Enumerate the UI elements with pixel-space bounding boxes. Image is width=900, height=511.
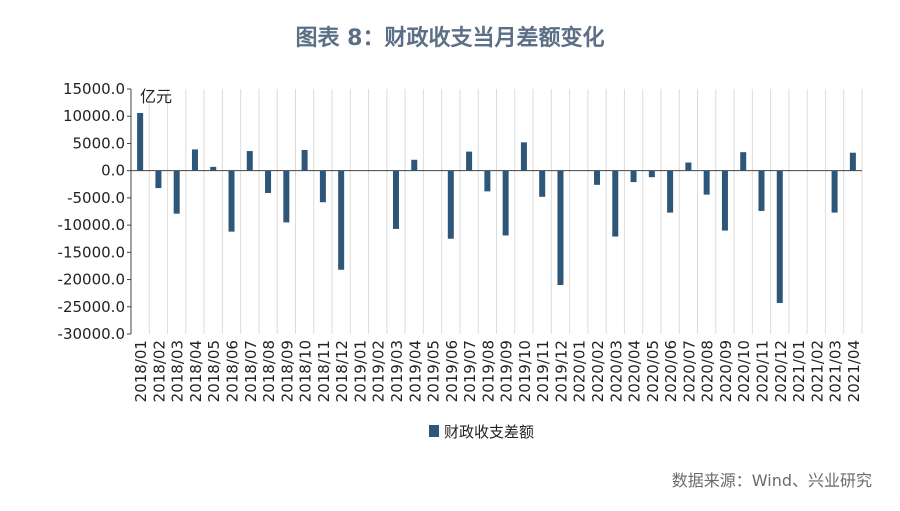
x-tick-label: 2019/08 bbox=[479, 340, 497, 402]
legend: 财政收支差额 bbox=[429, 423, 534, 441]
x-tick-label: 2020/01 bbox=[571, 340, 589, 402]
x-tick-label: 2018/09 bbox=[278, 340, 296, 402]
y-tick-label: 5000.0 bbox=[73, 134, 126, 152]
bar bbox=[155, 170, 162, 189]
x-tick-label: 2018/11 bbox=[315, 340, 333, 402]
x-tick-label: 2020/07 bbox=[680, 340, 698, 402]
x-tick-label: 2020/08 bbox=[699, 340, 717, 402]
y-tick-label: -25000.0 bbox=[58, 298, 125, 316]
x-tick-label: 2020/09 bbox=[717, 340, 735, 402]
source-note: 数据来源：Wind、兴业研究 bbox=[671, 471, 872, 490]
x-tick-label: 2019/10 bbox=[516, 340, 534, 402]
bar bbox=[210, 166, 217, 171]
x-tick-label: 2018/02 bbox=[150, 340, 168, 402]
y-tick-label: -20000.0 bbox=[58, 271, 125, 289]
bar bbox=[301, 149, 308, 171]
x-tick-label: 2020/12 bbox=[772, 340, 790, 402]
bar bbox=[648, 170, 655, 178]
x-tick-label: 2019/09 bbox=[498, 340, 516, 402]
bar bbox=[338, 170, 345, 270]
x-tick-label: 2018/01 bbox=[132, 340, 150, 402]
x-tick-label: 2021/04 bbox=[845, 340, 863, 402]
bar bbox=[667, 170, 674, 213]
x-tick-label: 2018/07 bbox=[242, 340, 260, 402]
y-tick-label: 10000.0 bbox=[63, 107, 125, 125]
x-tick-label: 2018/12 bbox=[333, 340, 351, 402]
x-tick-label: 2021/01 bbox=[790, 340, 808, 402]
x-tick-label: 2019/04 bbox=[406, 340, 424, 402]
bar bbox=[191, 149, 198, 171]
bar bbox=[849, 152, 856, 171]
y-tick-labels: 15000.0 10000.0 5000.0 0.0 -5000.0 -10000.0 -1… bbox=[58, 80, 125, 343]
bar bbox=[703, 170, 710, 195]
bar bbox=[137, 112, 144, 171]
y-tick-label: -15000.0 bbox=[58, 243, 125, 261]
bar bbox=[685, 162, 692, 171]
x-tick-label: 2020/10 bbox=[735, 340, 753, 402]
x-tick-label: 2019/07 bbox=[461, 340, 479, 402]
x-tick-label: 2019/03 bbox=[388, 340, 406, 402]
x-tick-label: 2021/03 bbox=[827, 340, 845, 402]
x-tick-label: 2020/04 bbox=[626, 340, 644, 402]
axes bbox=[127, 88, 862, 335]
x-tick-label: 2018/08 bbox=[260, 340, 278, 402]
bar bbox=[392, 170, 399, 229]
bar bbox=[721, 170, 728, 231]
x-tick-label: 2019/01 bbox=[351, 340, 369, 402]
bar bbox=[520, 142, 527, 171]
x-tick-label: 2018/06 bbox=[224, 340, 242, 402]
x-tick-label: 2019/06 bbox=[443, 340, 461, 402]
bar bbox=[740, 152, 747, 171]
legend-swatch bbox=[429, 425, 439, 437]
y-tick-label: 0.0 bbox=[101, 162, 125, 180]
bar bbox=[319, 170, 326, 203]
bars bbox=[137, 112, 856, 303]
x-tick-labels: 2018/01 2018/02 2018/03 2018/04 2018/05 2018/… bbox=[132, 340, 863, 402]
x-tick-label: 2019/11 bbox=[534, 340, 552, 402]
y-tick-label: -30000.0 bbox=[58, 325, 125, 343]
y-axis-unit-label: 亿元 bbox=[140, 87, 172, 106]
bar bbox=[484, 170, 491, 192]
x-tick-label: 2018/10 bbox=[297, 340, 315, 402]
x-tick-label: 2021/02 bbox=[808, 340, 826, 402]
y-tick-label: -10000.0 bbox=[58, 216, 125, 234]
bar bbox=[831, 170, 838, 213]
bar bbox=[411, 159, 418, 171]
bar bbox=[557, 170, 564, 285]
bar bbox=[447, 170, 454, 239]
bar bbox=[776, 170, 783, 303]
bar bbox=[265, 170, 272, 193]
legend-label: 财政收支差额 bbox=[444, 423, 534, 441]
x-tick-label: 2020/11 bbox=[753, 340, 771, 402]
x-tick-label: 2019/02 bbox=[370, 340, 388, 402]
bar bbox=[246, 151, 253, 171]
bar bbox=[228, 170, 235, 232]
bar bbox=[466, 151, 473, 171]
x-tick-label: 2020/06 bbox=[662, 340, 680, 402]
x-tick-label: 2019/05 bbox=[425, 340, 443, 402]
bar bbox=[612, 170, 619, 237]
x-tick-label: 2018/03 bbox=[169, 340, 187, 402]
bar bbox=[173, 170, 180, 214]
chart-title: 图表 8：财政收支当月差额变化 bbox=[295, 26, 605, 51]
bar bbox=[758, 170, 765, 211]
x-tick-label: 2020/03 bbox=[607, 340, 625, 402]
x-tick-label: 2020/02 bbox=[589, 340, 607, 402]
x-tick-label: 2019/12 bbox=[552, 340, 570, 402]
x-tick-label: 2020/05 bbox=[644, 340, 662, 402]
x-tick-label: 2018/04 bbox=[187, 340, 205, 402]
y-tick-label: -5000.0 bbox=[67, 189, 125, 207]
x-tick-label: 2018/05 bbox=[205, 340, 223, 402]
bar bbox=[594, 170, 601, 185]
bar bbox=[502, 170, 509, 236]
bar bbox=[630, 170, 637, 183]
bar bbox=[539, 170, 546, 197]
bar bbox=[283, 170, 290, 223]
gridlines bbox=[130, 89, 863, 334]
y-tick-label: 15000.0 bbox=[63, 80, 125, 98]
